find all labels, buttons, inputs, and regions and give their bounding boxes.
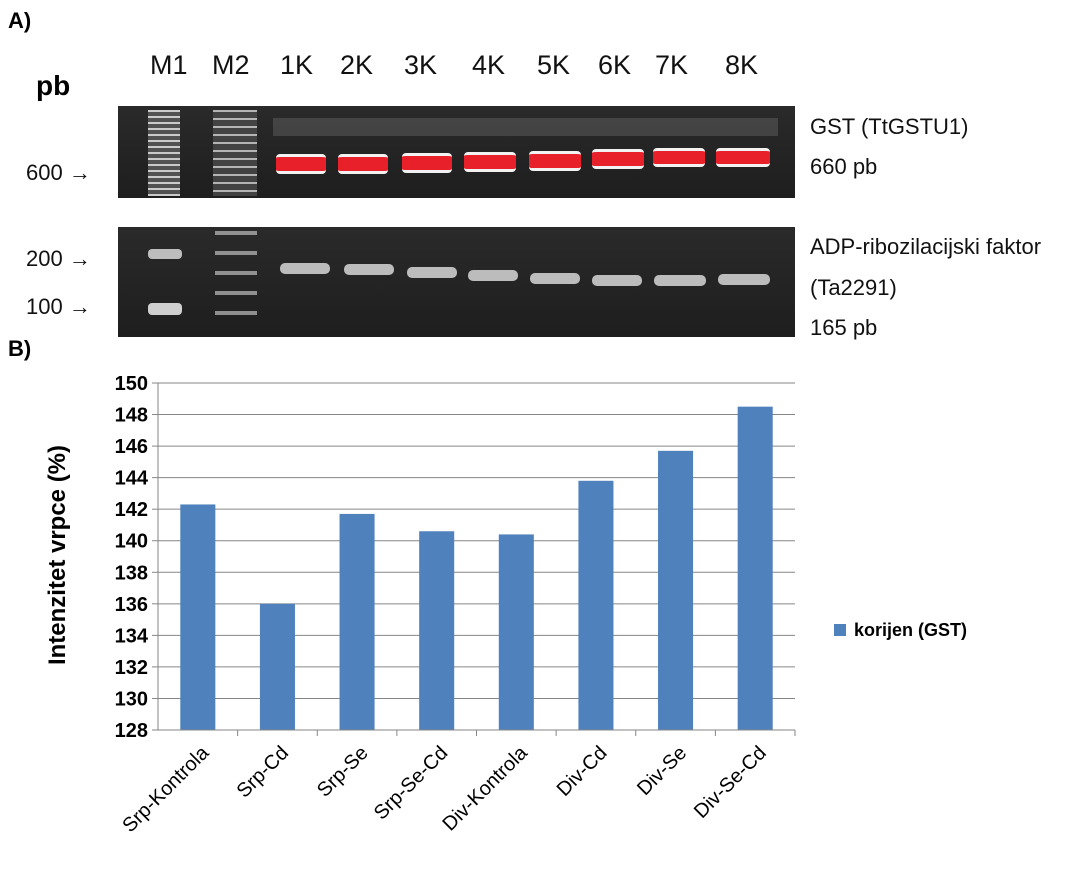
gridlines bbox=[158, 382, 795, 731]
bar-div-kontrola bbox=[498, 534, 534, 730]
band-adp-3k bbox=[407, 267, 457, 278]
lane-label-m1: M1 bbox=[150, 50, 188, 80]
band-1k bbox=[276, 154, 326, 174]
gst-label-line2: 660 pb bbox=[810, 154, 878, 179]
lane-label-1k: 1K bbox=[280, 50, 314, 80]
bar-srp-se-cd bbox=[419, 531, 455, 730]
axes bbox=[152, 382, 796, 736]
bar-srp-cd bbox=[259, 603, 295, 730]
x-tick-label: Div-Kontrola bbox=[438, 741, 532, 835]
band-adp-8k bbox=[718, 274, 770, 285]
band-6k bbox=[592, 149, 644, 169]
gel-image-gst bbox=[118, 106, 795, 198]
band-adp-6k bbox=[592, 275, 642, 286]
y-tick-label: 132 bbox=[115, 657, 148, 679]
marker-600-value: 600 bbox=[26, 160, 63, 185]
bar-div-se-cd bbox=[737, 406, 773, 730]
band-3k bbox=[402, 153, 452, 173]
bar-srp-kontrola bbox=[180, 504, 216, 730]
gel-image-adp bbox=[118, 227, 795, 337]
arrow-icon: → bbox=[68, 160, 91, 185]
band-8k bbox=[716, 148, 770, 167]
lane-label-7k: 7K bbox=[655, 50, 689, 80]
ladder-m2 bbox=[213, 110, 257, 196]
bars bbox=[180, 406, 773, 730]
marker-100-value: 100 bbox=[26, 294, 63, 319]
y-tick-labels: 128 130 132 134 136 138 140 142 144 146 148 150 bbox=[115, 373, 149, 742]
y-tick-label: 128 bbox=[115, 720, 148, 742]
band-adp-2k bbox=[344, 264, 394, 275]
arrow-icon: → bbox=[68, 246, 91, 271]
y-tick-label: 142 bbox=[115, 499, 148, 521]
y-tick-label: 144 bbox=[115, 468, 149, 490]
lane-label-4k: 4K bbox=[472, 50, 506, 80]
band-adp-5k bbox=[530, 273, 580, 284]
lane-label-3k: 3K bbox=[404, 50, 438, 80]
marker-200-value: 200 bbox=[26, 246, 63, 271]
x-tick-label: Div-Se bbox=[633, 742, 691, 800]
gst-label-line1: GST (TtGSTU1) bbox=[810, 114, 969, 139]
band-7k bbox=[653, 148, 705, 167]
x-tick-label: Srp-Se bbox=[313, 742, 373, 802]
lane-label-2k: 2K bbox=[340, 50, 374, 80]
lane-label-5k: 5K bbox=[537, 50, 571, 80]
band-adp-4k bbox=[468, 270, 518, 281]
ladder-m1 bbox=[148, 110, 180, 196]
x-tick-labels: Srp-Kontrola Srp-Cd Srp-SeSrp-Se-CdDiv-Kon… bbox=[118, 741, 770, 837]
y-tick-label: 134 bbox=[115, 625, 149, 647]
band-4k bbox=[464, 152, 516, 172]
panel-b-letter: B) bbox=[8, 336, 32, 361]
x-tick-label: Srp-Kontrola bbox=[118, 741, 214, 837]
lane-label-m2: M2 bbox=[212, 50, 250, 80]
y-tick-label: 146 bbox=[115, 436, 148, 458]
lane-label-8k: 8K bbox=[725, 50, 759, 80]
y-tick-label: 150 bbox=[115, 373, 148, 395]
band-smear-top bbox=[273, 118, 778, 136]
x-tick-label: Srp-Se-Cd bbox=[370, 742, 452, 824]
y-tick-label: 140 bbox=[115, 531, 148, 553]
bar-div-cd bbox=[578, 480, 614, 730]
legend-swatch bbox=[834, 624, 846, 636]
x-tick-label: Srp-Cd bbox=[233, 742, 293, 802]
band-adp-7k bbox=[654, 275, 706, 286]
x-tick-label: Div-Cd bbox=[553, 742, 612, 801]
panel-a-letter: A) bbox=[8, 8, 32, 33]
legend-label: korijen (GST) bbox=[854, 620, 967, 640]
y-tick-label: 138 bbox=[115, 562, 148, 584]
band-adp-1k bbox=[280, 263, 330, 274]
adp-label-line2: (Ta2291) bbox=[810, 275, 897, 300]
bar-div-se bbox=[658, 450, 694, 730]
y-tick-label: 136 bbox=[115, 594, 148, 616]
pb-unit-label: pb bbox=[36, 70, 71, 101]
band-5k bbox=[529, 151, 581, 171]
adp-label-line1: ADP-ribozilacijski faktor bbox=[810, 234, 1042, 259]
ladder-m1-band-100 bbox=[148, 303, 182, 315]
x-tick-label: Div-Se-Cd bbox=[690, 742, 771, 823]
adp-label-line3: 165 pb bbox=[810, 315, 878, 340]
band-2k bbox=[338, 154, 388, 174]
marker-200-label: 200 → bbox=[26, 246, 91, 272]
arrow-icon: → bbox=[68, 294, 91, 319]
lane-label-6k: 6K bbox=[598, 50, 632, 80]
y-axis-label: Intenzitet vrpce (%) bbox=[44, 445, 71, 665]
y-tick-label: 130 bbox=[115, 688, 148, 710]
marker-100-label: 100 → bbox=[26, 294, 91, 320]
ladder-m2 bbox=[215, 231, 257, 327]
bar-srp-se bbox=[339, 513, 375, 730]
marker-600-label: 600 → bbox=[26, 160, 91, 186]
ladder-m1-band-200 bbox=[148, 249, 182, 259]
y-tick-label: 148 bbox=[115, 405, 148, 427]
